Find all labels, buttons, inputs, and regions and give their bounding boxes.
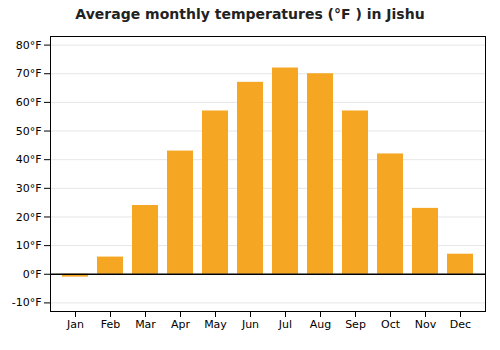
svg-text:Jul: Jul <box>278 318 292 331</box>
html-text:Average monthly temperatures (: Average monthly temperatures (°F ) in Ji… <box>75 6 425 22</box>
svg-text:Sep: Sep <box>345 318 366 331</box>
svg-text:50°F: 50°F <box>16 125 42 138</box>
svg-text:Mar: Mar <box>135 318 156 331</box>
svg-text:10°F: 10°F <box>16 239 42 252</box>
svg-text:Oct: Oct <box>381 318 401 331</box>
svg-text:Apr: Apr <box>171 318 191 331</box>
svg-text:40°F: 40°F <box>16 153 42 166</box>
svg-text:20°F: 20°F <box>16 210 42 223</box>
svg-text:Dec: Dec <box>450 318 471 331</box>
svg-text:Jun: Jun <box>241 318 259 331</box>
svg-text:80°F: 80°F <box>16 39 42 52</box>
svg-text:70°F: 70°F <box>16 67 42 80</box>
svg-text:Aug: Aug <box>310 318 331 331</box>
svg-text:Jan: Jan <box>66 318 84 331</box>
svg-text:May: May <box>204 318 227 331</box>
svg-text:30°F: 30°F <box>16 182 42 195</box>
svg-text:-10°F: -10°F <box>12 296 42 309</box>
svg-text:Feb: Feb <box>101 318 120 331</box>
svg-text:60°F: 60°F <box>16 96 42 109</box>
svg-text:Nov: Nov <box>415 318 437 331</box>
svg-text:0°F: 0°F <box>23 268 42 281</box>
